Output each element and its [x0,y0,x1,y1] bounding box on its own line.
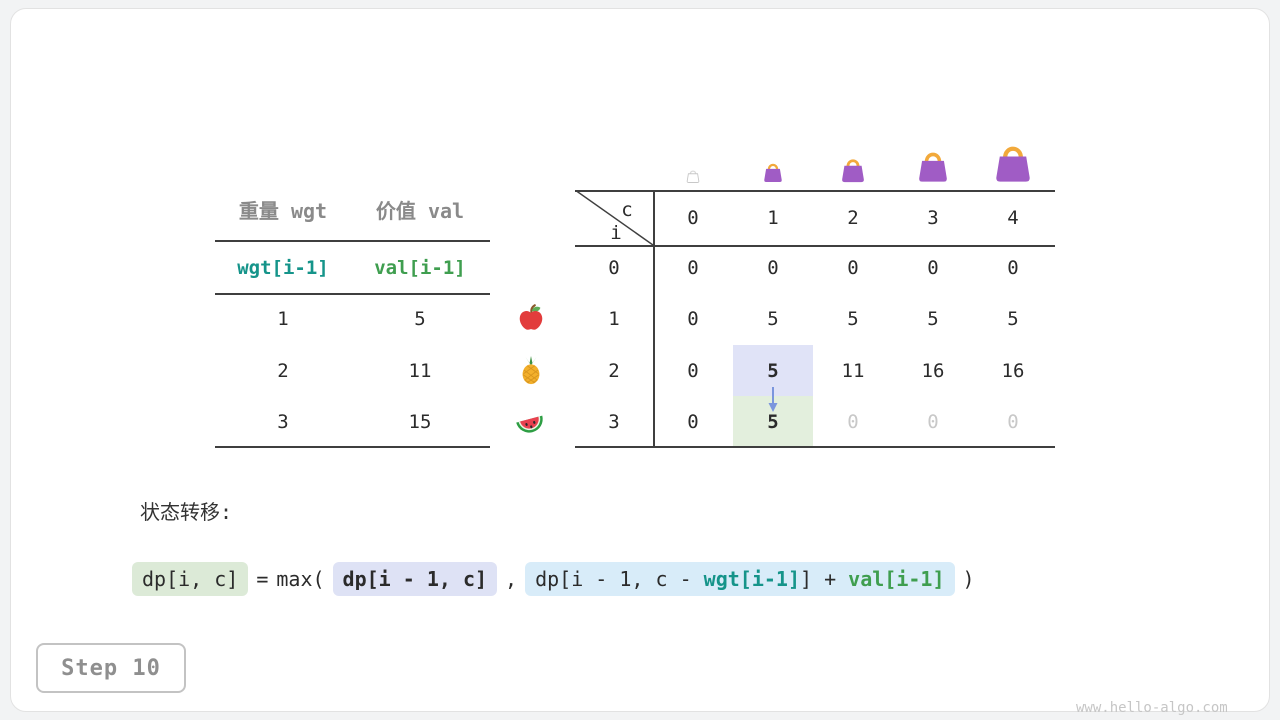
dp-col-header: 0 [687,207,699,229]
bag-icon-capacity-2 [842,159,864,183]
items-expr-divider [215,293,490,295]
dp-top-border [575,190,1055,192]
bag-icon-capacity-0 [686,170,700,183]
dp-cell-target: 5 [767,411,779,433]
dp-corner-diagonal [575,190,653,245]
dp-row-label: 3 [608,411,620,433]
dp-cell: 5 [1007,308,1019,330]
formula-equals: = [256,567,269,591]
dp-label-divider [653,190,655,447]
bag-icon-capacity-1 [764,163,782,182]
dp-corner-col-label: c [621,199,633,221]
dp-cell: 5 [927,308,939,330]
dp-cell-source: 5 [767,360,779,382]
bag-icon-capacity-4 [996,146,1030,182]
dp-cell: 0 [687,411,699,433]
dp-col-header: 4 [1007,207,1019,229]
dp-cell: 0 [687,360,699,382]
item-row-wgt: 1 [277,308,289,330]
dp-col-header: 2 [847,207,859,229]
item-row-val: 11 [408,360,432,382]
dp-header-divider [575,245,1055,247]
items-header-divider [215,240,490,242]
bag-icon-capacity-3 [919,152,947,182]
state-transition-label: 状态转移: [140,500,233,524]
formula-lhs-chip: dp[i, c] [132,562,249,596]
dp-corner-row-label: i [610,222,622,244]
dp-cell: 0 [927,411,939,433]
transition-arrow-icon [768,387,778,412]
item-row-wgt: 3 [277,411,289,433]
formula-term2-prefix: dp[i - 1, c - [535,567,704,591]
dp-cell: 0 [767,257,779,279]
formula-term2-wgt: wgt[i-1] [703,567,800,591]
formula-close-paren: ) [962,567,975,591]
formula-term2-mid: ] + [800,567,849,591]
watermelon-icon [516,415,543,433]
dp-row-label: 2 [608,360,620,382]
dp-cell: 16 [1001,360,1025,382]
formula-term1-chip: dp[i - 1, c] [332,562,498,596]
formula-comma: , [505,567,518,591]
formula-term2-chip: dp[i - 1, c - wgt[i-1]] + val[i-1] [525,562,955,596]
dp-cell: 0 [1007,257,1019,279]
dp-col-header: 3 [927,207,939,229]
dp-cell: 5 [847,308,859,330]
dp-cell: 0 [847,257,859,279]
apple-icon [519,304,543,330]
step-badge-label: Step 10 [61,655,161,681]
step-badge: Step 10 [36,643,186,693]
state-transition-formula: dp[i, c] = max( dp[i - 1, c] , dp[i - 1,… [132,562,975,596]
dp-cell: 0 [847,411,859,433]
dp-cell: 16 [921,360,945,382]
dp-cell: 0 [927,257,939,279]
pineapple-icon [522,355,540,385]
dp-cell: 0 [1007,411,1019,433]
items-bottom-divider [215,446,490,448]
dp-row-label: 1 [608,308,620,330]
dp-cell: 11 [841,360,865,382]
items-wgt-expr: wgt[i-1] [237,257,329,279]
items-col-value-header: 价值 val [375,199,465,223]
dp-cell: 0 [687,257,699,279]
watermark: www.hello-algo.com [1076,700,1228,716]
item-row-wgt: 2 [277,360,289,382]
dp-col-header: 1 [767,207,779,229]
dp-row-label: 0 [608,257,620,279]
dp-cell: 5 [767,308,779,330]
formula-term2-val: val[i-1] [848,567,945,591]
dp-bottom-border [575,446,1055,448]
item-row-val: 15 [408,411,432,433]
items-val-expr: val[i-1] [374,257,466,279]
item-row-val: 5 [414,308,426,330]
dp-cell: 0 [687,308,699,330]
formula-max-open: max( [276,567,325,591]
items-col-weight-header: 重量 wgt [238,199,328,223]
